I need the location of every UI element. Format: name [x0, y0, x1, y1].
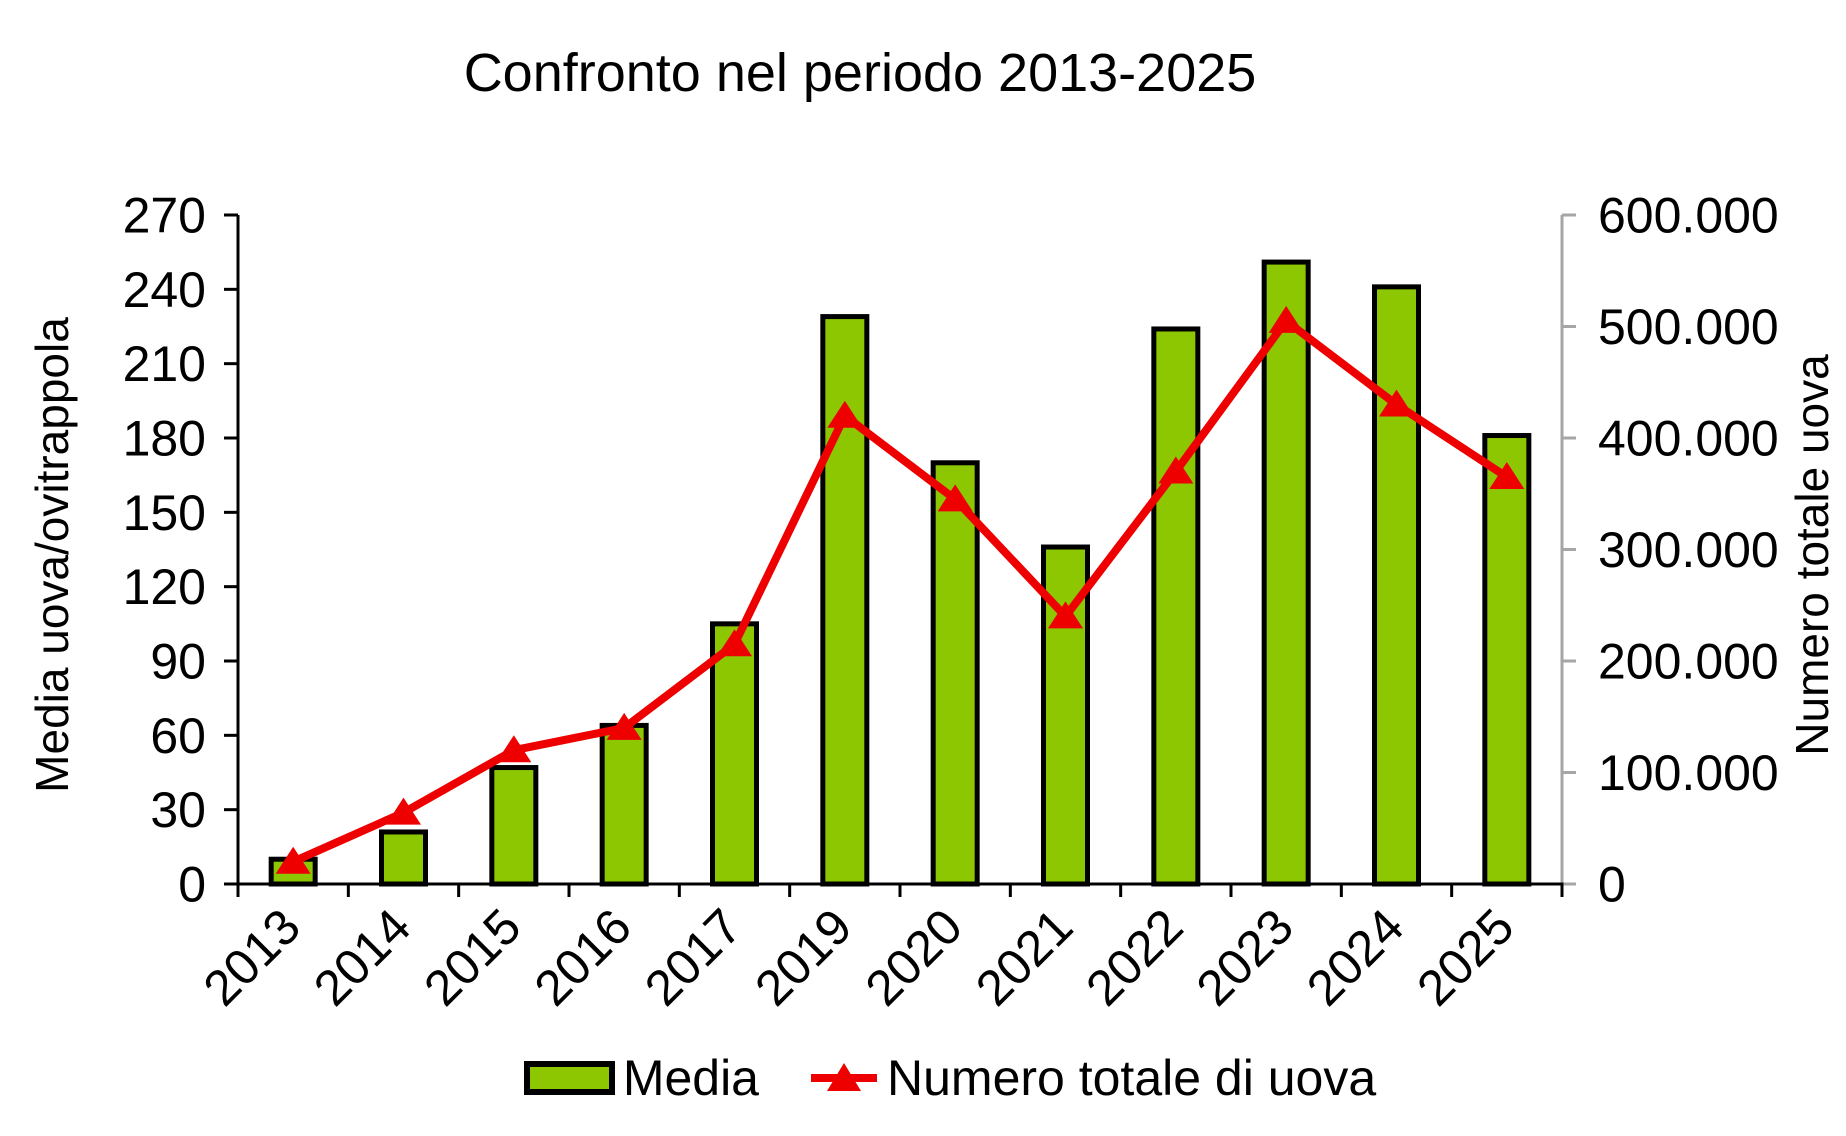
bar-2020: [930, 460, 980, 887]
line-marker-2024: [1379, 389, 1414, 417]
x-axis-tick-label: 2023: [1186, 898, 1304, 1016]
line-marker-2015: [496, 735, 532, 763]
line-series-path: [291, 316, 1510, 866]
right-axis-tick-label: 500.000: [1598, 299, 1779, 355]
x-axis-tick-label: 2015: [413, 898, 531, 1016]
bar-2017: [710, 621, 759, 887]
left-axis-tick-label: 0: [178, 857, 206, 913]
legend-label-uova: Numero totale di uova: [887, 1050, 1377, 1106]
x-axis-tick-label: 2014: [303, 898, 421, 1016]
x-axis-tick-label: 2024: [1296, 898, 1414, 1016]
x-axis-tick-label: 2013: [193, 898, 311, 1016]
x-axis-tick-label: 2020: [855, 898, 973, 1016]
x-axis-tick-label: 2025: [1406, 898, 1524, 1016]
line-marker-2022: [1158, 456, 1194, 484]
left-axis-tick-label: 150: [123, 485, 206, 541]
right-axis-tick-label: 400.000: [1598, 411, 1779, 467]
line-marker-2023: [1268, 305, 1304, 333]
line-marker-2014: [386, 797, 421, 825]
line-marker-2016: [606, 712, 642, 740]
x-axis-tick-label: 2022: [1075, 898, 1193, 1016]
right-axis-tick-label: 100.000: [1598, 745, 1779, 801]
bar-2015: [489, 765, 539, 887]
line-marker-2019: [827, 400, 863, 428]
legend-label-media: Media: [622, 1050, 759, 1106]
left-axis-tick-label: 240: [123, 262, 206, 318]
line-marker-2020: [937, 484, 973, 512]
legend-item-media: Media: [523, 1049, 759, 1107]
line-series-swatch-icon: [811, 1063, 877, 1091]
left-axis-tick-label: 90: [150, 634, 206, 690]
bar-2023: [1261, 259, 1311, 887]
legend: Media Numero totale di uova: [288, 1046, 1612, 1110]
x-axis-tick-label: 2017: [634, 898, 752, 1016]
line-marker-2025: [1489, 462, 1525, 490]
left-axis-tick-label: 180: [123, 411, 206, 467]
left-axis-tick-label: 30: [150, 782, 206, 838]
left-axis-tick-label: 210: [123, 336, 206, 392]
chart-title: Confronto nel periodo 2013-2025: [463, 43, 1257, 103]
bar-2022: [1151, 326, 1201, 887]
line-marker-2017: [717, 629, 752, 657]
bar-series-swatch-icon: [523, 1061, 615, 1095]
left-axis-tick-label: 120: [123, 559, 206, 615]
right-axis-tick-label: 200.000: [1598, 634, 1779, 690]
bar-2024: [1372, 284, 1421, 887]
bar-2016: [599, 722, 649, 887]
right-axis-tick-label: 300.000: [1598, 522, 1779, 578]
left-axis-tick-label: 270: [123, 188, 206, 244]
x-axis-tick-label: 2019: [744, 898, 862, 1016]
x-axis-tick-label: 2021: [965, 898, 1083, 1016]
bar-2019: [820, 314, 870, 887]
bar-2025: [1482, 433, 1532, 887]
bar-2014: [379, 829, 428, 887]
line-marker-2013: [275, 846, 311, 874]
x-axis-tick-label: 2016: [524, 898, 642, 1016]
right-axis-tick-label: 600.000: [1598, 188, 1779, 244]
left-axis-tick-label: 60: [150, 708, 206, 764]
right-axis-tick-label: 0: [1598, 857, 1626, 913]
legend-item-uova: Numero totale di uova: [809, 1049, 1376, 1107]
line-marker-2021: [1048, 601, 1083, 629]
